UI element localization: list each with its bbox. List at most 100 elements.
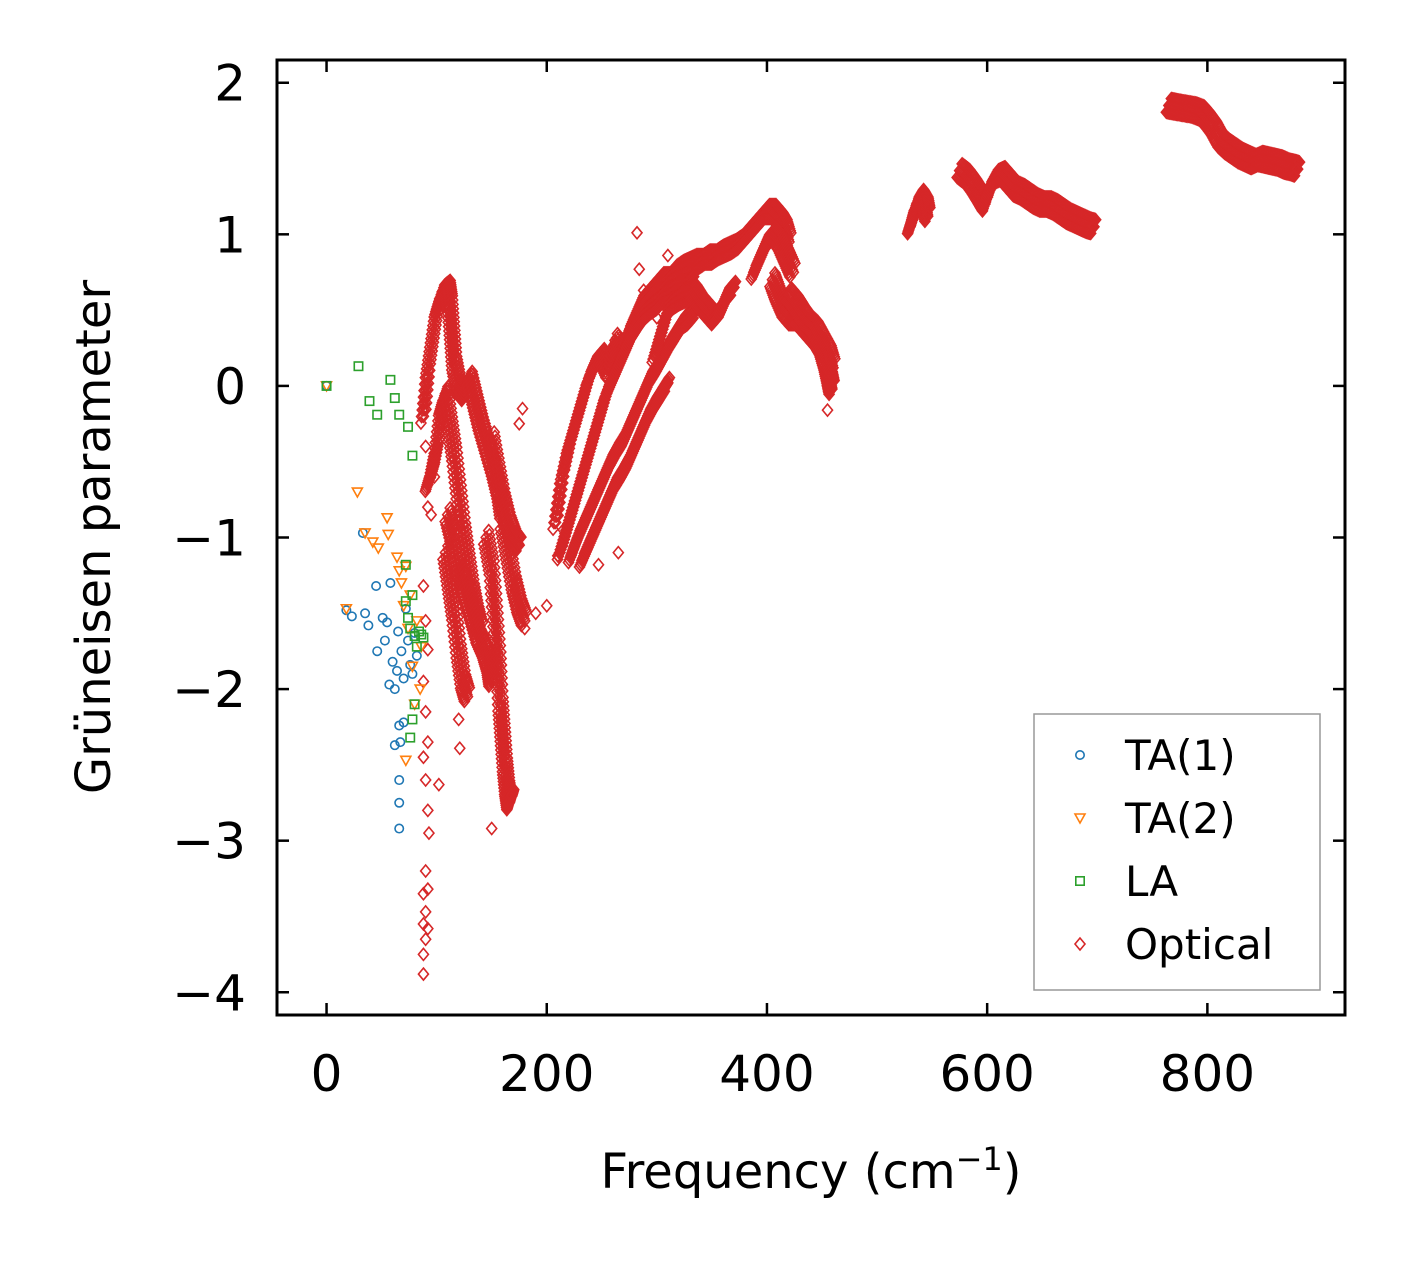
data-point — [446, 288, 459, 303]
data-point — [443, 547, 456, 562]
data-point — [421, 881, 434, 897]
y-tick-label: 1 — [214, 206, 246, 264]
data-point — [489, 566, 502, 582]
data-point — [419, 613, 432, 629]
data-point — [418, 632, 429, 643]
data-point — [400, 559, 411, 570]
data-point — [446, 409, 459, 425]
data-point — [419, 931, 432, 947]
data-point — [449, 590, 462, 606]
y-tick-label: −3 — [172, 813, 246, 871]
data-point — [419, 439, 432, 454]
data-point — [490, 592, 504, 608]
data-point — [445, 560, 458, 575]
data-point — [445, 405, 458, 420]
data-point — [821, 402, 834, 418]
data-point — [432, 777, 445, 792]
data-point — [495, 657, 508, 673]
data-point — [514, 529, 527, 545]
data-point — [456, 645, 469, 661]
data-point — [411, 650, 422, 661]
data-point — [1087, 219, 1101, 234]
data-point — [417, 947, 430, 962]
data-point — [405, 659, 416, 670]
data-point — [443, 388, 456, 403]
data-point — [448, 323, 461, 338]
data-point — [447, 310, 460, 325]
x-axis-label-superscript: −1 — [956, 1140, 1003, 1178]
data-point — [516, 401, 529, 416]
data-point — [787, 264, 800, 280]
data-point — [500, 737, 513, 753]
data-point — [410, 616, 424, 628]
data-point — [382, 617, 393, 628]
data-point — [449, 327, 462, 342]
data-points — [320, 91, 1306, 982]
data-point — [490, 579, 503, 595]
data-point — [450, 340, 463, 355]
data-point — [464, 550, 477, 565]
data-point — [417, 578, 430, 594]
data-point — [372, 409, 383, 420]
data-point — [417, 750, 430, 765]
data-point — [340, 603, 353, 616]
data-point — [380, 512, 394, 525]
data-point — [529, 606, 542, 621]
data-point — [421, 803, 434, 818]
data-point — [381, 529, 395, 542]
data-point — [518, 613, 531, 629]
data-point — [490, 586, 503, 601]
data-point — [498, 716, 511, 731]
data-point — [411, 641, 422, 652]
data-point — [826, 360, 840, 375]
data-point — [442, 542, 455, 558]
data-point — [396, 646, 407, 657]
series-la — [321, 361, 429, 743]
data-point — [379, 635, 390, 646]
data-point — [448, 586, 461, 601]
data-point — [497, 703, 510, 718]
data-point — [358, 528, 372, 540]
data-point — [729, 274, 742, 289]
data-point — [921, 208, 934, 224]
data-point — [460, 520, 473, 535]
data-point — [445, 564, 458, 580]
data-point — [447, 577, 460, 593]
data-point — [444, 555, 457, 571]
data-point — [441, 538, 454, 554]
data-point — [417, 966, 430, 982]
data-point — [363, 620, 374, 631]
data-point — [612, 545, 625, 560]
data-point — [399, 561, 413, 573]
data-point — [505, 787, 518, 803]
data-point — [444, 396, 457, 412]
data-point — [461, 689, 474, 704]
x-tick-label: 400 — [719, 1045, 814, 1103]
data-point — [500, 733, 513, 748]
data-point — [462, 537, 475, 553]
data-point — [630, 225, 644, 241]
data-point — [441, 379, 454, 394]
data-point — [351, 487, 364, 499]
data-point — [407, 450, 418, 461]
data-point — [491, 605, 505, 621]
data-point — [499, 724, 512, 740]
data-point — [493, 625, 506, 640]
data-point — [497, 698, 510, 714]
data-point — [394, 775, 405, 786]
data-point — [661, 375, 674, 391]
data-point — [390, 552, 404, 564]
data-point — [663, 370, 676, 385]
data-point — [421, 734, 434, 750]
data-point — [446, 414, 460, 429]
data-point — [392, 665, 403, 676]
data-point — [727, 280, 740, 295]
data-point — [446, 292, 459, 308]
data-point — [513, 537, 526, 553]
x-axis-label-close: ) — [1003, 1144, 1022, 1200]
data-point — [459, 515, 472, 531]
data-point — [485, 821, 498, 836]
legend-frame — [1033, 713, 1321, 991]
data-point — [499, 729, 512, 744]
